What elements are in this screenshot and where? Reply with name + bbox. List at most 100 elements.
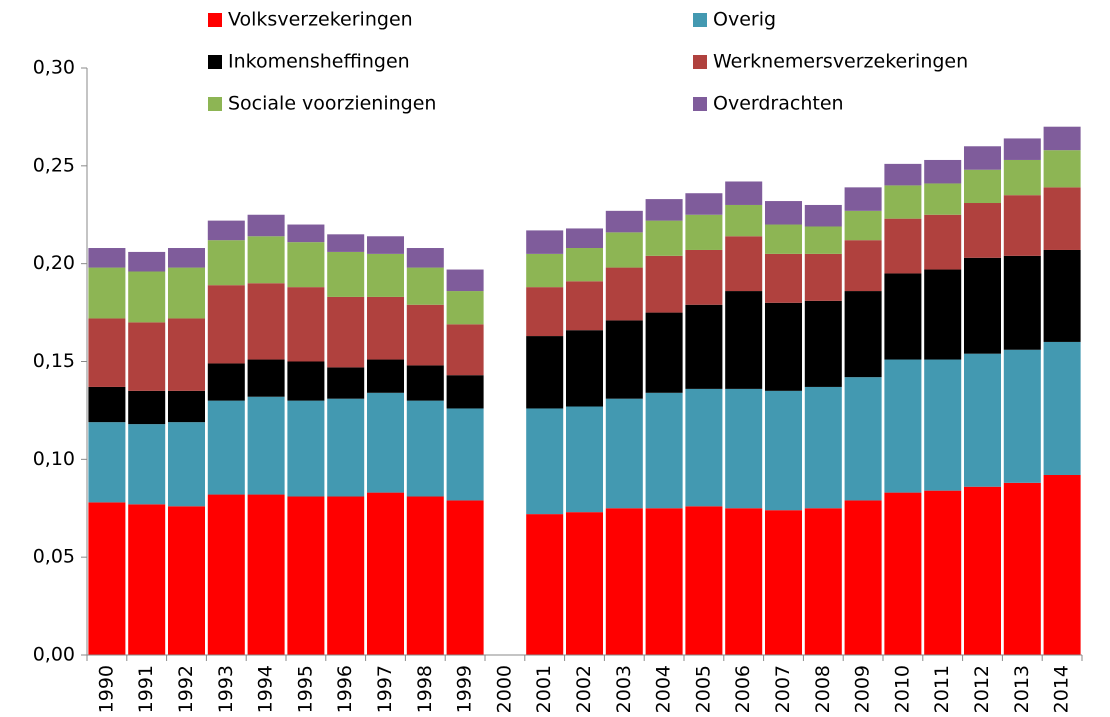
- bar-segment: [287, 287, 325, 362]
- bar-segment: [844, 377, 882, 501]
- x-tick-label: 2004: [653, 665, 675, 713]
- bar-segment: [844, 210, 882, 241]
- bar-segment: [963, 203, 1002, 258]
- bar-segment: [207, 285, 245, 364]
- bar-segment: [247, 214, 285, 237]
- bar-segment: [725, 291, 763, 389]
- legend-label: Sociale voorzieningen: [228, 93, 436, 115]
- bar-segment: [1043, 187, 1081, 250]
- bar-segment: [128, 390, 166, 425]
- bar-segment: [526, 408, 564, 515]
- bar-segment: [963, 169, 1002, 204]
- bar-segment: [207, 220, 245, 241]
- legend-label: Werknemersverzekeringen: [713, 51, 968, 73]
- x-tick-label: 1991: [135, 665, 157, 713]
- bar-segment: [924, 159, 962, 184]
- bar-segment: [645, 312, 683, 393]
- bar-segment: [725, 181, 763, 205]
- x-tick-label: 1996: [334, 665, 356, 713]
- legend-label: Overdrachten: [713, 93, 844, 115]
- legend-label: Inkomensheffingen: [228, 51, 410, 73]
- bar-segment: [327, 251, 365, 297]
- bar-segment: [764, 302, 803, 391]
- bar-segment: [287, 224, 325, 243]
- y-tick-label: 0,25: [33, 154, 75, 176]
- bar-segment: [366, 492, 405, 655]
- bar-segment: [366, 253, 405, 297]
- bar-segment: [804, 300, 842, 387]
- bar-segment: [526, 287, 564, 337]
- bar-segment: [406, 365, 444, 401]
- bar-segment: [446, 269, 484, 292]
- bar-segment: [565, 512, 604, 655]
- bar-segment: [446, 324, 484, 376]
- bar-segment: [924, 490, 962, 655]
- bar-segment: [764, 224, 803, 254]
- bar-segment: [685, 506, 723, 655]
- x-tick-label: 2000: [493, 665, 515, 713]
- legend-swatch: [693, 13, 707, 27]
- bar-segment: [366, 296, 405, 360]
- bar-segment: [207, 400, 245, 495]
- legend-swatch: [208, 13, 222, 27]
- bar-segment: [167, 318, 206, 391]
- x-tick-label: 1997: [374, 665, 396, 713]
- bar-segment: [287, 400, 325, 497]
- bar-segment: [725, 508, 763, 655]
- bar-segment: [1043, 341, 1081, 475]
- bar-segment: [446, 500, 484, 655]
- bar-segment: [565, 330, 604, 407]
- bar-segment: [605, 210, 643, 233]
- bar-segment: [685, 214, 723, 250]
- bar-segment: [565, 248, 604, 282]
- bar-segment: [207, 363, 245, 401]
- bar-segment: [1003, 195, 1041, 256]
- bar-segment: [247, 396, 285, 495]
- bar-segment: [804, 204, 842, 227]
- bar-segment: [446, 375, 484, 409]
- bar-segment: [685, 193, 723, 215]
- bar-segment: [924, 359, 962, 491]
- bar-segment: [884, 492, 922, 655]
- bar-segment: [645, 255, 683, 313]
- bar-segment: [1003, 349, 1041, 483]
- bar-segment: [88, 386, 126, 423]
- legend-swatch: [208, 55, 222, 69]
- bar-segment: [207, 240, 245, 286]
- bar-segment: [167, 390, 206, 423]
- bar-segment: [526, 230, 564, 254]
- bar-segment: [167, 422, 206, 507]
- bar-segment: [88, 267, 126, 319]
- x-tick-label: 1992: [175, 665, 197, 713]
- bar-segment: [1043, 249, 1081, 342]
- bar-segment: [764, 201, 803, 225]
- legend-swatch: [693, 55, 707, 69]
- bar-segment: [565, 406, 604, 513]
- bar-segment: [764, 390, 803, 511]
- bar-segment: [207, 494, 245, 655]
- bar-segment: [605, 320, 643, 399]
- bar-segment: [1003, 482, 1041, 655]
- bar-segment: [167, 506, 206, 655]
- bar-segment: [1043, 150, 1081, 188]
- legend-label: Overig: [713, 9, 776, 31]
- bar-segment: [406, 304, 444, 366]
- bar-segment: [366, 392, 405, 493]
- bar-segment: [924, 269, 962, 360]
- bar-segment: [327, 496, 365, 655]
- x-tick-label: 2008: [812, 665, 834, 713]
- bar-segment: [128, 424, 166, 505]
- bar-segment: [685, 304, 723, 389]
- y-tick-label: 0,05: [33, 546, 75, 568]
- x-tick-label: 1995: [294, 665, 316, 713]
- bar-segment: [406, 400, 444, 497]
- bar-segment: [287, 361, 325, 401]
- x-tick-label: 1993: [215, 665, 237, 713]
- x-tick-label: 2002: [573, 665, 595, 713]
- bar-segment: [565, 228, 604, 249]
- y-tick-label: 0,15: [33, 350, 75, 372]
- x-tick-label: 2012: [971, 665, 993, 713]
- x-tick-label: 2013: [1011, 665, 1033, 713]
- bar-segment: [804, 508, 842, 655]
